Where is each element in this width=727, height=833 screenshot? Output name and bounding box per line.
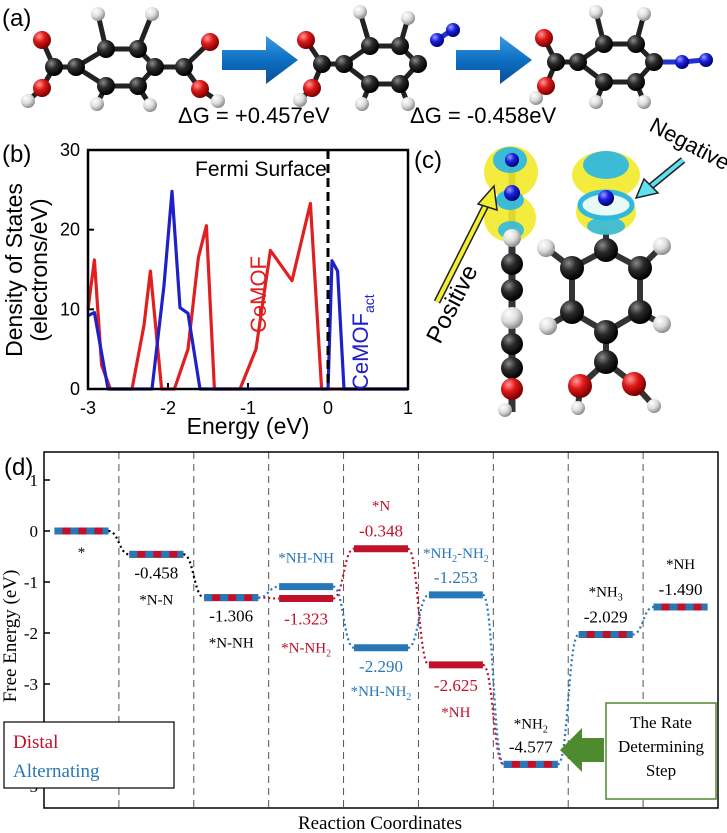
molecule-product-n2-adsorbed	[529, 5, 713, 109]
fe-connector	[407, 593, 430, 649]
svg-text:CeMOFact: CeMOFact	[348, 294, 377, 390]
molecule-terephthalic-acid	[21, 7, 225, 112]
positive-arrow	[433, 184, 498, 304]
fe-value-label: -1.253	[434, 568, 478, 587]
rds-line3: Step	[646, 761, 676, 780]
dos-series-label-cemof: CeMOF	[246, 256, 271, 333]
dos-series-label-cemofact: CeMOFact	[348, 294, 377, 390]
fe-state-label: *NH	[666, 557, 695, 573]
fe-value-label: -2.029	[584, 607, 628, 626]
fe-state-label: *N	[372, 499, 391, 515]
fe-legend-box	[3, 721, 175, 789]
positive-label: Positive	[421, 261, 483, 348]
panel-b: (b) Density of States (electrons/eV) -3 -…	[1, 140, 413, 439]
front-view-molecule	[537, 151, 671, 415]
panel-c: (c)	[414, 112, 727, 417]
fe-levels	[54, 527, 708, 768]
fe-state-label: *N-N	[139, 592, 173, 608]
fe-ytick-label: 0	[30, 522, 39, 541]
fe-value-label: -1.490	[659, 580, 703, 599]
panel-a: (a)	[2, 5, 713, 128]
fe-level-labels: * -0.458 *N-N -1.306 *N-NH -1.323 *N-NH2 *NH-NH…	[78, 499, 703, 757]
fe-state-label: *NH3	[589, 584, 623, 603]
dos-xtick-label: -1	[240, 398, 256, 418]
fe-connector	[108, 529, 130, 556]
fe-connectors	[108, 529, 654, 766]
dos-plot-frame	[86, 148, 410, 391]
delta-g-2: ΔG = -0.458eV	[410, 103, 556, 128]
fe-connector	[481, 663, 505, 766]
fe-ytick-label: 1	[30, 471, 39, 490]
fe-state-label: *NH-NH2	[351, 684, 412, 703]
fe-state-label: *N-NH	[209, 636, 254, 652]
reaction-arrow-2	[456, 36, 532, 84]
fe-ylabel: Free Energy (eV)	[0, 570, 21, 703]
fe-state-label: *NH	[441, 705, 470, 721]
cemofact-sub: act	[361, 294, 377, 313]
dos-ylabel-line2: (electrons/eV)	[26, 198, 52, 341]
dos-xtick-label: 1	[403, 398, 413, 418]
dos-ylabel-line1: Density of States	[1, 183, 27, 357]
panel-a-label: (a)	[2, 5, 31, 32]
fe-value-label: -1.306	[209, 607, 253, 626]
fe-value-label: -0.348	[359, 522, 403, 541]
dos-xlabel: Energy (eV)	[187, 413, 310, 439]
fe-connector	[481, 593, 505, 766]
rds-green-arrow-icon	[560, 728, 604, 772]
fe-value-label: -2.290	[359, 657, 403, 676]
fe-value-label: -1.323	[284, 609, 328, 628]
fe-state-label: *	[78, 545, 86, 561]
fe-state-label: *N-NH2	[281, 640, 331, 659]
legend-alternating: Alternating	[13, 761, 100, 782]
rds-box-frame	[605, 702, 717, 800]
fe-state-label: *NH2-NH2	[423, 546, 489, 565]
panel-d: (d) Free Energy (eV) 10-1-2-3-4-5 *-0.45…	[0, 451, 719, 833]
panel-b-label: (b)	[2, 141, 31, 168]
negative-arrow	[634, 157, 686, 200]
rds-line2: Determining	[618, 737, 704, 756]
fe-connector	[258, 596, 280, 600]
fe-xlabel: Reaction Coordinates	[298, 813, 462, 833]
fe-ytick-label: -2	[24, 624, 38, 643]
fe-ytick-label: -1	[24, 573, 38, 592]
rds-line1: The Rate	[630, 713, 692, 732]
delta-g-1: ΔG = +0.457eV	[178, 103, 330, 128]
molecule-intermediate	[293, 5, 460, 111]
fe-plot-frame	[43, 451, 719, 809]
dos-ytick-label: 30	[60, 140, 80, 160]
panel-d-label: (d)	[4, 454, 33, 481]
fe-state-label: *NH-NH	[278, 551, 334, 567]
dos-ytick-label: 0	[70, 379, 80, 399]
fe-ytick-label: -3	[24, 675, 38, 694]
cemofact-main: CeMOF	[348, 313, 373, 390]
fe-value-label: -4.577	[509, 737, 553, 756]
rate-determining-callout	[560, 728, 604, 772]
dos-xtick-label: -3	[80, 398, 96, 418]
fe-state-label: *NH2	[514, 716, 548, 735]
negative-label: Negative	[646, 112, 727, 175]
fe-connector	[182, 553, 205, 599]
fe-connector	[556, 633, 580, 766]
dos-ytick-label: 20	[60, 220, 80, 240]
dos-ytick-label: 10	[60, 299, 80, 319]
panel-c-label: (c)	[414, 147, 442, 174]
side-view-molecule	[484, 146, 538, 417]
fe-value-label: -2.625	[434, 676, 478, 695]
fe-connector	[406, 547, 430, 666]
reaction-arrow-1	[222, 36, 298, 84]
dos-xtick-label: -2	[160, 398, 176, 418]
dos-annotation: Fermi Surface	[195, 158, 327, 181]
dos-xtick-label: 0	[323, 398, 333, 418]
legend-distal: Distal	[13, 732, 58, 753]
fe-value-label: -0.458	[134, 563, 178, 582]
